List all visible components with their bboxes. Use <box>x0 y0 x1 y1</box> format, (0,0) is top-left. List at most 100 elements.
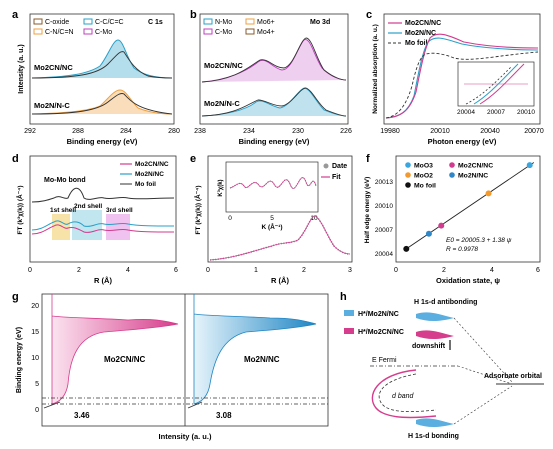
label-fermi: E Fermi <box>372 357 397 364</box>
xtick-c-1: 20010 <box>430 128 450 135</box>
annotation-mo-mo-bond: Mo-Mo bond <box>44 177 86 184</box>
spectrum-a-upper-envelope <box>31 51 173 79</box>
ft-mo2n <box>31 220 175 231</box>
label-downshift: downshift <box>412 343 446 350</box>
inset-c-xtick-1: 20007 <box>487 109 505 116</box>
legend-c-mo: C-Mo <box>95 29 112 36</box>
legend-foil: Mo foil <box>414 183 436 190</box>
legend-swatch-h-mo2cn <box>344 328 354 334</box>
point-moo2 <box>485 190 492 197</box>
panel-g-plot: g Mo2CN/NC Mo2N/NC 3.46 3.08 20 15 10 5 … <box>12 291 329 441</box>
panel-b: b N-Mo Mo6+ Mo 3d C-Mo Mo4+ Mo2CN/NC Mo2… <box>186 6 358 148</box>
label-d-band: d band <box>392 393 415 400</box>
xtick-d-3: 6 <box>174 267 178 274</box>
ytick-f-1: 20010 <box>375 203 393 210</box>
label-mo2cn-g: Mo2CN/NC <box>104 355 146 364</box>
panel-h-diagram: h H*/Mo2N/NC H*/Mo2CN/NC H 1s-d antibond… <box>340 291 544 440</box>
panel-d: d Mo2CN/NC Mo2N/NC Mo foil Mo-Mo bond 1s… <box>8 150 186 286</box>
fit-equation: E0 = 20005.3 + 1.38 ψ <box>446 237 512 244</box>
legend-swatch-c-c <box>83 18 93 25</box>
xlabel-e: R (Å) <box>271 276 289 285</box>
xtick-f-2: 4 <box>490 267 494 274</box>
legend-c-mo2n: Mo2N/NC <box>405 30 436 37</box>
legend-moo2: MoO2 <box>414 173 433 180</box>
xtick-c-0: 19980 <box>380 128 400 135</box>
legend-n-mo: N-Mo <box>215 19 232 26</box>
dos-left <box>51 294 179 405</box>
shell-band-2 <box>72 210 102 240</box>
xtick-f-1: 2 <box>442 267 446 274</box>
point-mo2cn-nc <box>438 222 445 229</box>
shell-band-1 <box>52 214 70 240</box>
xtick-e-3: 3 <box>348 267 352 274</box>
panel-c-letter: c <box>366 9 372 21</box>
xtick-c-3: 20070 <box>524 128 544 135</box>
xtick-c-2: 20040 <box>480 128 500 135</box>
d-band-mo2n <box>378 373 437 413</box>
legend-swatch-c-n <box>33 28 43 35</box>
legend-swatch-c-mo-b <box>203 28 213 35</box>
legend-e-fit: Fit <box>332 174 341 181</box>
legend-marker-foil <box>405 182 411 188</box>
legend-swatch-h-mo2n <box>344 310 354 316</box>
spectrum-a-upper <box>31 39 173 79</box>
panel-c: c Mo2CN/NC Mo2N/NC Mo foil 20004 20007 2… <box>362 6 546 148</box>
xtick-b-1: 234 <box>243 128 255 135</box>
label-mo2n-g: Mo2N/NC <box>244 355 280 364</box>
ft-e-fit <box>209 215 351 261</box>
panel-g-letter: g <box>12 291 19 303</box>
fit-r-value: R = 0.9978 <box>446 246 478 253</box>
panel-a: a C-oxide C-C/C=C C 1s C-N/C=N C-Mo Mo2C… <box>8 6 186 148</box>
panel-h: h H*/Mo2N/NC H*/Mo2CN/NC H 1s-d antibond… <box>336 288 548 444</box>
point-moo3 <box>526 162 533 169</box>
xtick-b-2: 230 <box>292 128 304 135</box>
panel-f-letter: f <box>366 153 370 165</box>
panel-b-letter: b <box>190 9 197 21</box>
legend-swatch-mo6 <box>245 18 255 25</box>
ytick-g-2: 10 <box>31 355 39 362</box>
legend-mo6: Mo6+ <box>257 19 275 26</box>
ylabel-f: Half edge energy (eV) <box>364 177 371 243</box>
d-band-mo2cn <box>371 369 437 419</box>
sample-b-lower: Mo2N/N-C <box>204 99 240 108</box>
legend-d-mo2n: Mo2N/NC <box>135 171 164 178</box>
xlabel-g: Intensity (a. u.) <box>159 432 212 441</box>
panel-h-letter: h <box>340 291 347 303</box>
sample-a-upper: Mo2CN/NC <box>34 63 73 72</box>
legend-mo2n-f: Mo2N/NC <box>458 173 488 180</box>
dos-right <box>193 294 317 405</box>
label-bonding: H 1s-d bonding <box>408 433 459 440</box>
legend-marker-moo3 <box>405 162 411 168</box>
spectrum-a-lower-envelope <box>31 93 173 115</box>
legend-c-mo2cn: Mo2CN/NC <box>405 20 441 27</box>
bonding-state-mo2n <box>416 418 454 427</box>
xlabel-d: R (Å) <box>94 276 112 285</box>
panel-a-letter: a <box>12 9 19 21</box>
xlabel-f: Oxidation state, ψ <box>436 276 500 285</box>
shell-band-3 <box>106 214 130 240</box>
ylabel-e: FT (k³χ(k)) (Å⁻⁴) <box>193 185 202 234</box>
g-arrow-left <box>43 401 61 409</box>
ytick-g-0: 20 <box>31 303 39 310</box>
conn-bonding <box>453 385 513 425</box>
panel-e: e 0 5 10 K (Å⁻¹) K³χ(k) Date Fit 0 1 2 3… <box>186 150 358 286</box>
antibonding-state-mo2cn <box>416 330 454 339</box>
legend-d-foil: Mo foil <box>135 181 156 188</box>
xlabel-c: Photon energy (eV) <box>428 137 497 146</box>
panel-c-plot: c Mo2CN/NC Mo2N/NC Mo foil 20004 20007 2… <box>366 9 544 146</box>
legend-h-mo2cn: H*/Mo2CN/NC <box>358 329 404 336</box>
legend-marker-moo2 <box>405 172 411 178</box>
value-right-g: 3.08 <box>216 411 232 420</box>
g-arrow-right <box>187 401 203 409</box>
legend-moo3: MoO3 <box>414 163 433 170</box>
legend-e-data: Date <box>332 163 347 170</box>
ytick-g-4: 0 <box>35 407 39 414</box>
legend-c-oxide: C-oxide <box>45 19 69 26</box>
legend-swatch-mo4 <box>245 28 255 35</box>
tag-mo3d: Mo 3d <box>310 19 330 26</box>
value-left-g: 3.46 <box>74 411 90 420</box>
antibonding-state-mo2n <box>416 312 454 321</box>
ytick-f-2: 20007 <box>375 227 393 234</box>
legend-d-mo2cn: Mo2CN/NC <box>135 161 169 168</box>
legend-c-n: C-N/C=N <box>45 29 74 36</box>
